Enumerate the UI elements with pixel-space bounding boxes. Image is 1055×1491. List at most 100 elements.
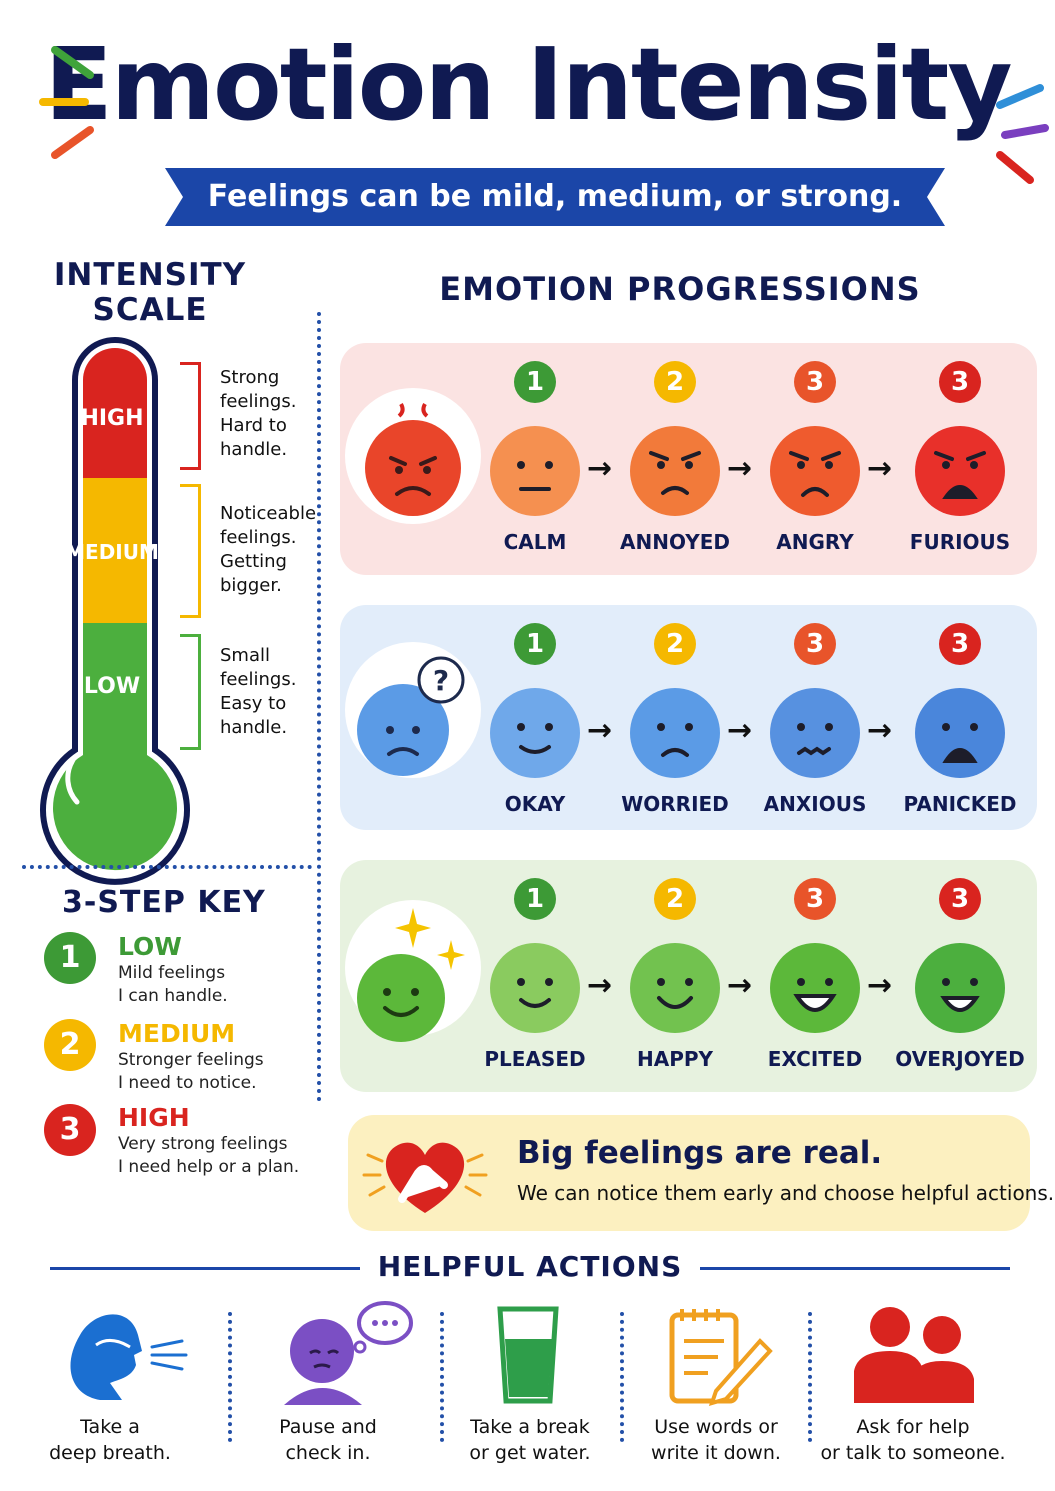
arrow-icon: → — [867, 968, 893, 1003]
intensity-scale-title: INTENSITY SCALE — [53, 257, 247, 328]
intensity-badge: 2 — [654, 623, 696, 665]
key-badge-2: 2 — [44, 1019, 96, 1071]
people-icon — [854, 1307, 974, 1403]
arrow-icon: → — [867, 713, 893, 748]
arrow-icon: → — [727, 451, 753, 486]
joy-face-icon — [630, 943, 720, 1033]
angry-face-icon — [345, 388, 481, 524]
intensity-badge: 3 — [939, 623, 981, 665]
joy-face-icon — [915, 943, 1005, 1033]
emotion-label: PLEASED — [484, 1047, 586, 1071]
level-medium-label: MEDIUM — [65, 540, 159, 564]
emotion-label: ANGRY — [776, 530, 854, 554]
column-divider — [317, 312, 321, 1102]
worry-face-icon — [770, 688, 860, 778]
intensity-badge: 3 — [794, 361, 836, 403]
intensity-badge: 2 — [654, 361, 696, 403]
action-help-line1: Ask for help — [856, 1416, 970, 1438]
anger-face-icon — [630, 426, 720, 516]
anger-face-icon — [915, 426, 1005, 516]
action-write-line2: write it down. — [651, 1442, 781, 1464]
intensity-badge: 1 — [514, 623, 556, 665]
sparkle-lines-right-icon — [996, 84, 1049, 184]
thinking-icon — [284, 1301, 413, 1405]
joy-face-icon — [770, 943, 860, 1033]
key-badge-1: 1 — [44, 932, 96, 984]
intensity-badge: 3 — [939, 361, 981, 403]
intensity-badge: 3 — [794, 623, 836, 665]
action-divider-3 — [620, 1312, 624, 1442]
key-low-line2: I can handle. — [118, 986, 228, 1006]
subtitle-ribbon — [165, 168, 945, 226]
emotion-label: PANICKED — [903, 792, 1017, 816]
action-divider-4 — [808, 1312, 812, 1442]
key-high-head: HIGH — [118, 1103, 190, 1132]
arrow-icon: → — [587, 451, 613, 486]
actions-title: HELPFUL ACTIONS — [377, 1250, 683, 1283]
emotion-label: WORRIED — [621, 792, 729, 816]
page-title: Emotion Intensity — [44, 26, 1013, 143]
actions-rule-right — [700, 1267, 1010, 1270]
action-break-line1: Take a break — [470, 1416, 590, 1438]
anger-face-icon — [490, 426, 580, 516]
arrow-icon: → — [587, 968, 613, 1003]
action-breath-line1: Take a — [80, 1416, 140, 1438]
level-high-description: Strong feelings. Hard to handle. — [220, 367, 297, 460]
emotion-label: FURIOUS — [909, 530, 1011, 554]
intensity-badge: 3 — [794, 878, 836, 920]
level-medium-description: Noticeable feelings. Getting bigger. — [220, 503, 317, 596]
key-medium-line2: I need to notice. — [118, 1073, 257, 1093]
emotion-label: ANXIOUS — [763, 792, 867, 816]
water-glass-icon — [497, 1306, 559, 1404]
key-badge-3: 3 — [44, 1104, 96, 1156]
intensity-badge: 1 — [514, 361, 556, 403]
joy-face-icon — [490, 943, 580, 1033]
worried-face-icon: ? — [345, 642, 481, 778]
emotion-label: ANNOYED — [620, 530, 730, 554]
heart-hand-icon — [362, 1142, 488, 1213]
emotion-label: HAPPY — [636, 1047, 713, 1071]
anger-face-icon — [770, 426, 860, 516]
emotion-label: EXCITED — [767, 1047, 863, 1071]
emotion-label: OVERJOYED — [895, 1047, 1025, 1071]
arrow-icon: → — [727, 713, 753, 748]
action-pause-line2: check in. — [285, 1442, 371, 1464]
breath-icon — [70, 1314, 188, 1400]
action-break-line2: or get water. — [469, 1442, 591, 1464]
thermometer-icon — [40, 337, 190, 885]
worry-face-icon — [915, 688, 1005, 778]
level-low-label: LOW — [83, 674, 141, 699]
callout-heading: Big feelings are real. — [517, 1135, 883, 1171]
intensity-badge: 1 — [514, 878, 556, 920]
key-medium-line1: Stronger feelings — [118, 1050, 264, 1070]
svg-text:?: ? — [433, 664, 449, 697]
arrow-icon: → — [587, 713, 613, 748]
action-pause-line1: Pause and — [279, 1416, 377, 1438]
medium-bracket — [180, 484, 201, 618]
arrow-icon: → — [867, 451, 893, 486]
emotion-label: OKAY — [504, 792, 566, 816]
key-divider — [22, 865, 312, 869]
worry-face-icon — [630, 688, 720, 778]
action-write-line1: Use words or — [654, 1416, 778, 1438]
key-low-line1: Mild feelings — [118, 963, 226, 983]
action-divider-2 — [440, 1312, 444, 1442]
action-help-line2: or talk to someone. — [820, 1442, 1006, 1464]
low-bracket — [180, 634, 201, 750]
actions-rule-left — [50, 1267, 360, 1270]
emotion-label: CALM — [503, 530, 567, 554]
intensity-badge: 2 — [654, 878, 696, 920]
key-medium-head: MEDIUM — [118, 1019, 236, 1048]
key-high-line2: I need help or a plan. — [118, 1157, 300, 1177]
level-low-description: Small feelings. Easy to handle. — [220, 645, 297, 738]
action-divider-1 — [228, 1312, 232, 1442]
subtitle: Feelings can be mild, medium, or strong. — [207, 179, 903, 214]
key-low-head: LOW — [118, 932, 182, 961]
sparkle-lines-left-icon — [39, 46, 94, 159]
intensity-badge: 3 — [939, 878, 981, 920]
happy-face-icon — [345, 900, 481, 1042]
key-high-line1: Very strong feelings — [118, 1134, 288, 1154]
arrow-icon: → — [727, 968, 753, 1003]
worry-face-icon — [490, 688, 580, 778]
high-bracket — [180, 362, 201, 470]
